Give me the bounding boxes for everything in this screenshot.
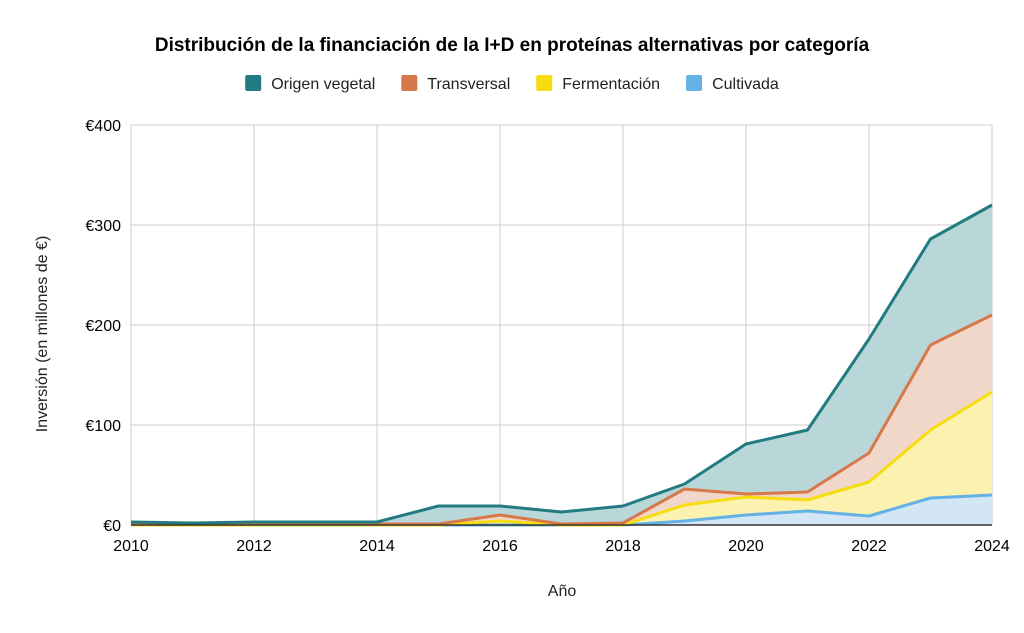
y-tick-labels: €0 €100 €200 €300 €400 [85,118,121,535]
series-areas [131,205,992,525]
legend-label: Cultivada [712,76,779,93]
x-tick-label: 2018 [605,538,641,555]
line-transversal [131,313,993,526]
legend-item: Origen vegetal [245,75,375,93]
y-tick-label: €0 [103,518,121,535]
x-axis-label: Año [548,583,577,600]
legend-swatch [536,75,553,91]
x-tick-label: 2020 [728,538,764,555]
legend-item: Transversal [401,75,510,93]
x-tick-label: 2016 [482,538,518,555]
line-origen-vegetal [130,203,993,525]
y-axis-label: Inversión (en millones de €) [34,236,51,433]
x-tick-label: 2022 [851,538,887,555]
legend-swatch [245,75,262,91]
x-tick-labels: 2010 2012 2014 2016 2018 2020 2022 2024 [113,538,1010,555]
legend-swatch [401,75,418,91]
x-tick-label: 2012 [236,538,272,555]
legend-item: Cultivada [686,75,779,93]
x-tick-label: 2014 [359,538,395,555]
y-tick-label: €100 [85,418,121,435]
y-tick-label: €400 [85,118,121,135]
y-tick-label: €200 [85,318,121,335]
x-tick-label: 2010 [113,538,149,555]
area-origen-vegetal [131,205,992,524]
legend-label: Origen vegetal [271,76,375,93]
area-cultivada [131,495,992,525]
legend: Origen vegetal Transversal Fermentación Cul… [245,75,779,93]
legend-label: Fermentación [562,76,660,93]
chart-title: Distribución de la financiación de la I+… [155,35,870,56]
x-tick-label: 2024 [974,538,1010,555]
y-tick-label: €300 [85,218,121,235]
legend-swatch [686,75,703,91]
legend-label: Transversal [427,76,510,93]
legend-item: Fermentación [536,75,660,93]
